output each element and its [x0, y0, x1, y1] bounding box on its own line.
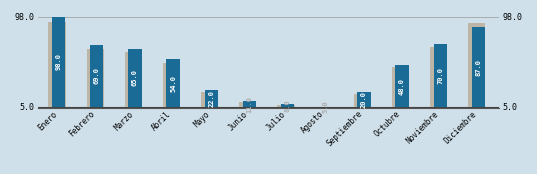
Bar	[395, 65, 409, 107]
Text: 87.0: 87.0	[475, 59, 481, 76]
Bar	[125, 52, 142, 107]
Text: 70.0: 70.0	[437, 67, 443, 84]
Bar	[201, 92, 219, 107]
Bar	[128, 49, 142, 107]
Bar	[240, 102, 257, 107]
Text: 48.0: 48.0	[399, 78, 405, 95]
Bar	[86, 49, 104, 107]
Text: 69.0: 69.0	[94, 67, 100, 84]
Text: 5.0: 5.0	[323, 101, 329, 113]
Text: 65.0: 65.0	[132, 69, 138, 86]
Bar	[433, 44, 447, 107]
Bar	[90, 45, 104, 107]
Bar	[468, 23, 485, 107]
Text: 54.0: 54.0	[170, 75, 176, 92]
Text: 20.0: 20.0	[361, 91, 367, 108]
Bar	[243, 101, 256, 107]
Text: 8.0: 8.0	[285, 99, 291, 112]
Text: 98.0: 98.0	[56, 53, 62, 70]
Bar	[166, 60, 180, 107]
Bar	[471, 27, 485, 107]
Bar	[354, 94, 371, 107]
Bar	[357, 92, 371, 107]
Bar	[48, 22, 66, 107]
Text: 11.0: 11.0	[246, 96, 252, 113]
Bar	[392, 67, 409, 107]
Bar	[281, 104, 294, 107]
Bar	[205, 90, 218, 107]
Text: 22.0: 22.0	[208, 90, 214, 107]
Bar	[430, 47, 447, 107]
Bar	[52, 17, 66, 107]
Bar	[163, 63, 180, 107]
Bar	[278, 105, 295, 107]
